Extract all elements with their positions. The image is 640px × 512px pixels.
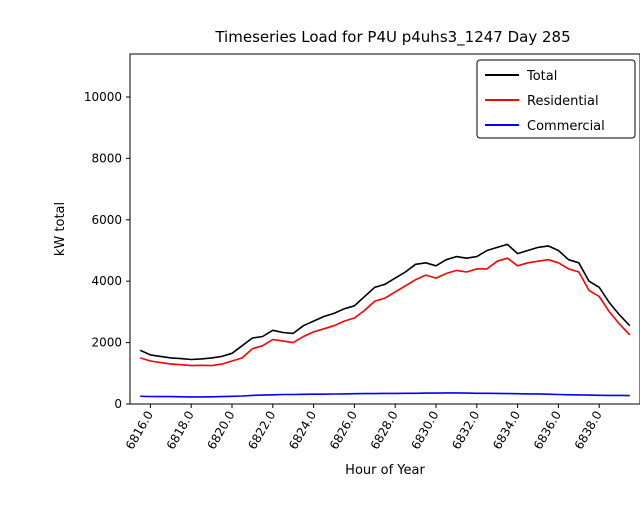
- series-line-total: [139, 243, 631, 361]
- chart-title: Timeseries Load for P4U p4uhs3_1247 Day …: [214, 28, 570, 47]
- y-tick-label: 0: [114, 397, 122, 411]
- legend-label: Commercial: [527, 119, 605, 134]
- legend-box: [476, 59, 636, 139]
- y-tick-label: 8000: [91, 151, 122, 165]
- legend-label: Residential: [527, 94, 599, 109]
- y-tick-label: 6000: [91, 213, 122, 227]
- chart-canvas: Timeseries Load for P4U p4uhs3_1247 Day …: [40, 16, 640, 496]
- series-line-commercial: [140, 392, 630, 398]
- y-tick-label: 2000: [91, 336, 122, 350]
- y-axis-label: kW total: [53, 202, 68, 256]
- legend-label: Total: [526, 69, 557, 84]
- series-line-residential: [139, 257, 631, 367]
- y-tick-label: 10000: [84, 90, 122, 104]
- y-tick-label: 4000: [91, 274, 122, 288]
- x-axis-label: Hour of Year: [345, 463, 425, 478]
- timeseries-load-chart: Timeseries Load for P4U p4uhs3_1247 Day …: [40, 16, 640, 496]
